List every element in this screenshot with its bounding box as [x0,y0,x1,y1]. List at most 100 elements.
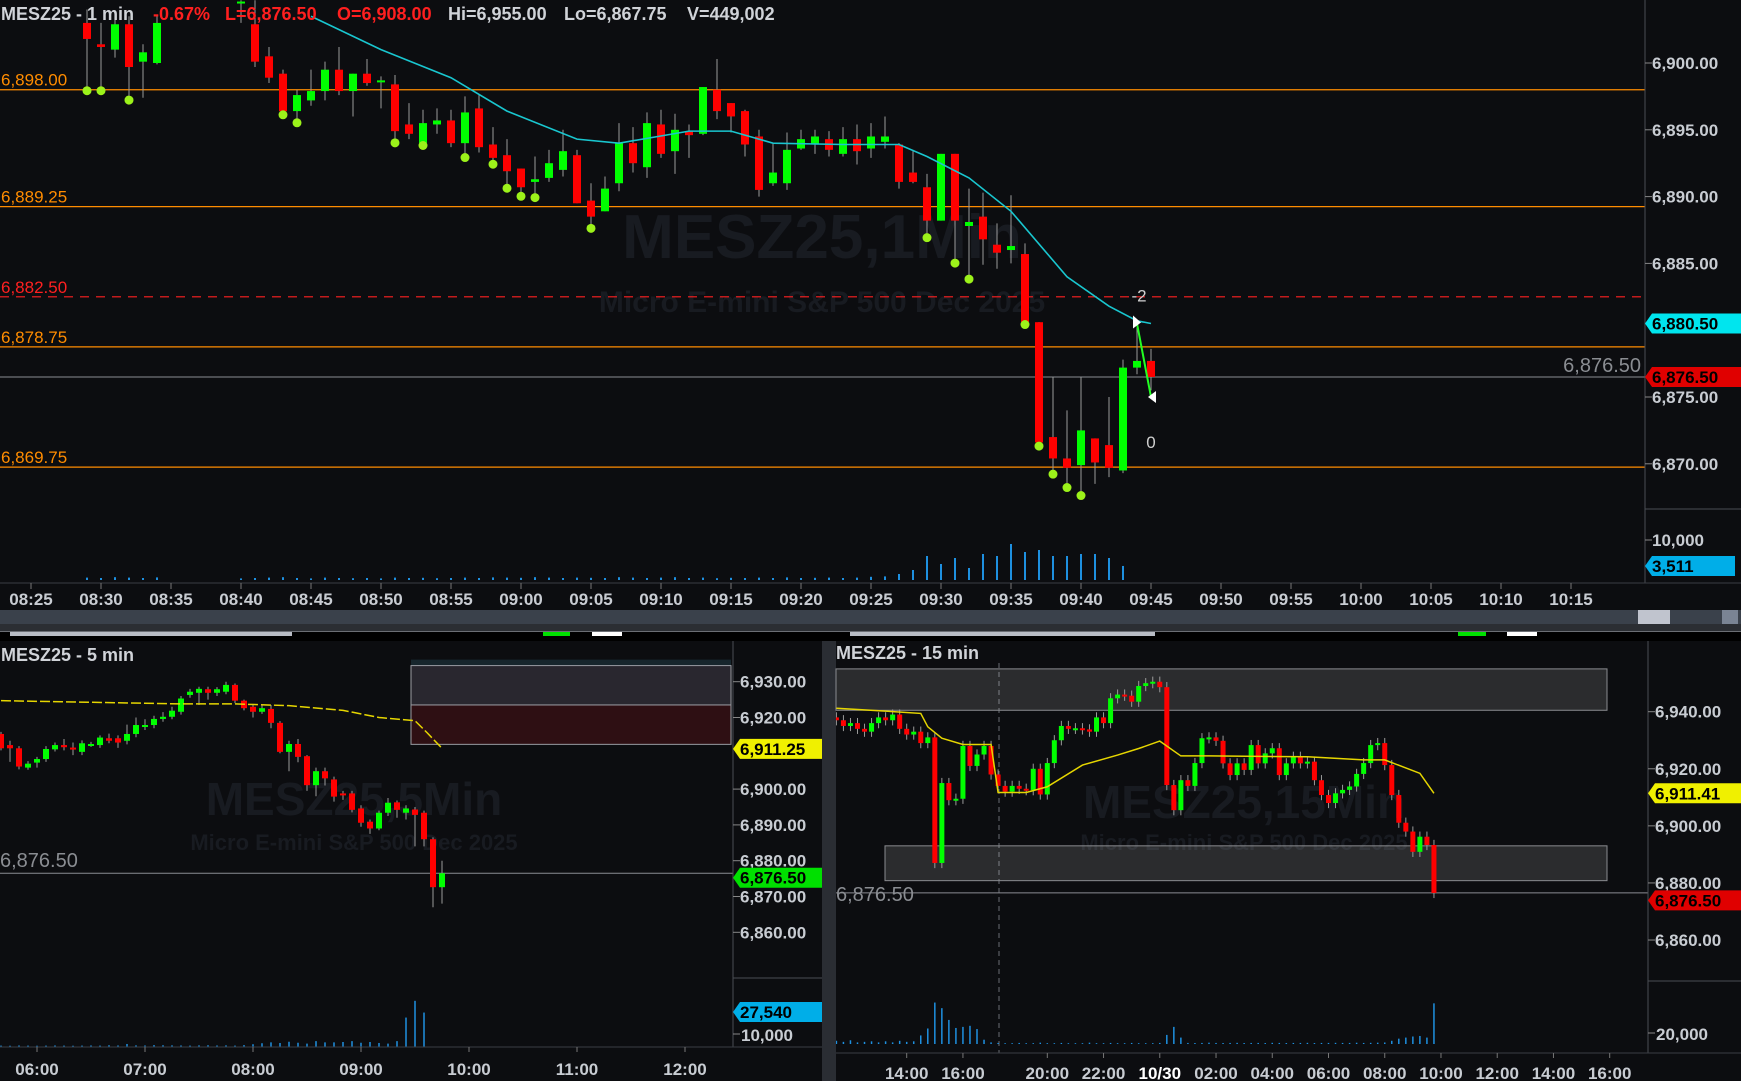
candle-up [1072,728,1078,731]
candle-up [139,52,147,62]
moving-average-line [0,699,443,749]
price-tick-label: 6,880.00 [740,852,806,871]
chart-5min-panel[interactable]: MESZ25,5Min Micro E-mini S&P 500 Dec 202… [0,641,828,1079]
candle-up [1150,681,1156,684]
candle-up [1269,748,1275,754]
candle-up [911,731,917,735]
scrollbar-thumb[interactable] [1638,610,1670,624]
candle-down [304,756,310,786]
candle-down [727,103,735,117]
candle-down [840,720,846,726]
price-axis-5min[interactable]: 6,930.00 6,920.00 6,900.00 6,890.00 6,880.00… [733,673,806,943]
candle-up [1143,683,1149,687]
symbol-interval: MESZ25 - 1 min [1,4,134,24]
price-tick-label: 6,860.00 [740,923,806,942]
candle-up [1058,725,1064,741]
price-level-label: 6,882.50 [1,278,67,297]
watermark-subtitle: Micro E-mini S&P 500 Dec 2025 [190,830,517,855]
candle-down [1049,437,1057,459]
right-panel-scroll-indicator[interactable] [850,632,1155,636]
candle-up [769,172,777,184]
candle-down [1220,740,1226,764]
candle-up [169,710,175,717]
moving-average-line [310,15,1152,325]
pivot-dot [922,233,932,243]
price-axis-1min[interactable]: 6,900.00 6,895.00 6,890.00 6,885.00 6,875.00… [1645,54,1718,474]
candle-up [1354,773,1360,787]
time-tick-label: 08:30 [79,590,122,609]
candle-up [783,149,791,184]
candle-down [967,745,973,766]
time-tick-label: 10:00 [1339,590,1382,609]
candle-down [988,745,994,775]
svg-text:6,880.50: 6,880.50 [1652,315,1718,334]
time-tick-label: 10:15 [1549,590,1592,609]
candle-down [1227,763,1233,776]
watermark-subtitle: Micro E-mini S&P 500 Dec 2025 [1080,830,1407,855]
candle-up [1119,367,1127,471]
candle-up [1290,756,1296,764]
volume-axis-5min: 10,000 [733,1026,793,1045]
time-axis-15min[interactable]: 14:00 16:00 20:00 22:00 10/30 02:00 04:00 06:00… [885,1053,1631,1081]
panel-splitter[interactable] [822,641,836,1081]
candle-down [277,722,283,752]
candle-up [1192,763,1198,786]
scroll-right-button[interactable] [1722,610,1738,624]
candle-down [412,809,418,815]
volume-total: V=449,002 [687,4,775,24]
candle-down [322,771,328,779]
chart-15min-panel[interactable]: MESZ25,15Min Micro E-mini S&P 500 Dec 20… [834,641,1741,1081]
candle-up [965,221,973,226]
left-panel-scroll-indicator[interactable] [10,632,292,636]
trade-marker-from-label: -2 [1131,287,1146,306]
candle-down [932,737,938,863]
svg-text:6,876.50: 6,876.50 [1652,368,1718,387]
candle-up [1340,789,1346,794]
candle-down [205,689,211,693]
candle-down [1431,844,1437,893]
trade-marker-to-label: 0 [1146,433,1155,452]
time-tick-label: 09:25 [849,590,892,609]
price-badge: 6,876.50 [733,867,822,888]
price-tick-label: 6,880.00 [1655,874,1721,893]
candle-up [1051,740,1057,764]
price-tick-label: 6,890.00 [740,816,806,835]
left-panel-status-white [592,632,622,636]
candle-up [1077,430,1085,466]
candle-up [890,714,896,721]
ma-badge: 6,880.50 [1645,313,1741,334]
candle-up [545,163,553,178]
candle-down [1185,780,1191,786]
candle-down [7,745,13,749]
price-tick-label: 6,890.00 [1652,188,1718,207]
candle-down [685,131,693,136]
trade-line [1136,323,1152,398]
chart-1min-panel[interactable]: MESZ25,1Min Micro E-mini S&P 500 Dec 202… [0,0,1741,609]
candle-up [974,754,980,766]
candle-up [1007,246,1015,251]
candle-up [214,689,220,693]
candle-up [385,802,391,813]
candle-down [897,714,903,729]
price-axis-15min[interactable]: 6,940.00 6,920.00 6,900.00 6,880.00 6,860.00 [1648,703,1721,950]
candle-down [421,812,427,840]
time-tick-label: 12:00 [663,1060,706,1079]
time-axis-1min[interactable]: 08:25 08:30 08:35 08:40 08:45 08:50 08:55 09:00… [9,583,1593,609]
candle-up [925,737,931,744]
time-tick-label: 09:50 [1199,590,1242,609]
watermark-title: MESZ25,1Min [622,203,1022,272]
time-axis-5min[interactable]: 06:00 07:00 08:00 09:00 10:00 11:00 12:00 [15,1047,707,1079]
ma-badge: 6,911.41 [1648,783,1741,804]
candle-down [883,717,889,721]
time-tick-label: 09:10 [639,590,682,609]
horizontal-scrollbar[interactable] [0,610,1741,641]
candle-up [1133,360,1141,368]
candle-up [419,123,427,144]
panel-title: MESZ25 - 5 min [1,645,134,665]
svg-text:6,911.25: 6,911.25 [740,740,805,759]
candle-up [111,24,119,50]
candles-1min [82,0,1155,501]
time-tick-label: 11:00 [556,1060,599,1079]
candle-down [447,120,455,144]
candle-down [995,774,1001,786]
